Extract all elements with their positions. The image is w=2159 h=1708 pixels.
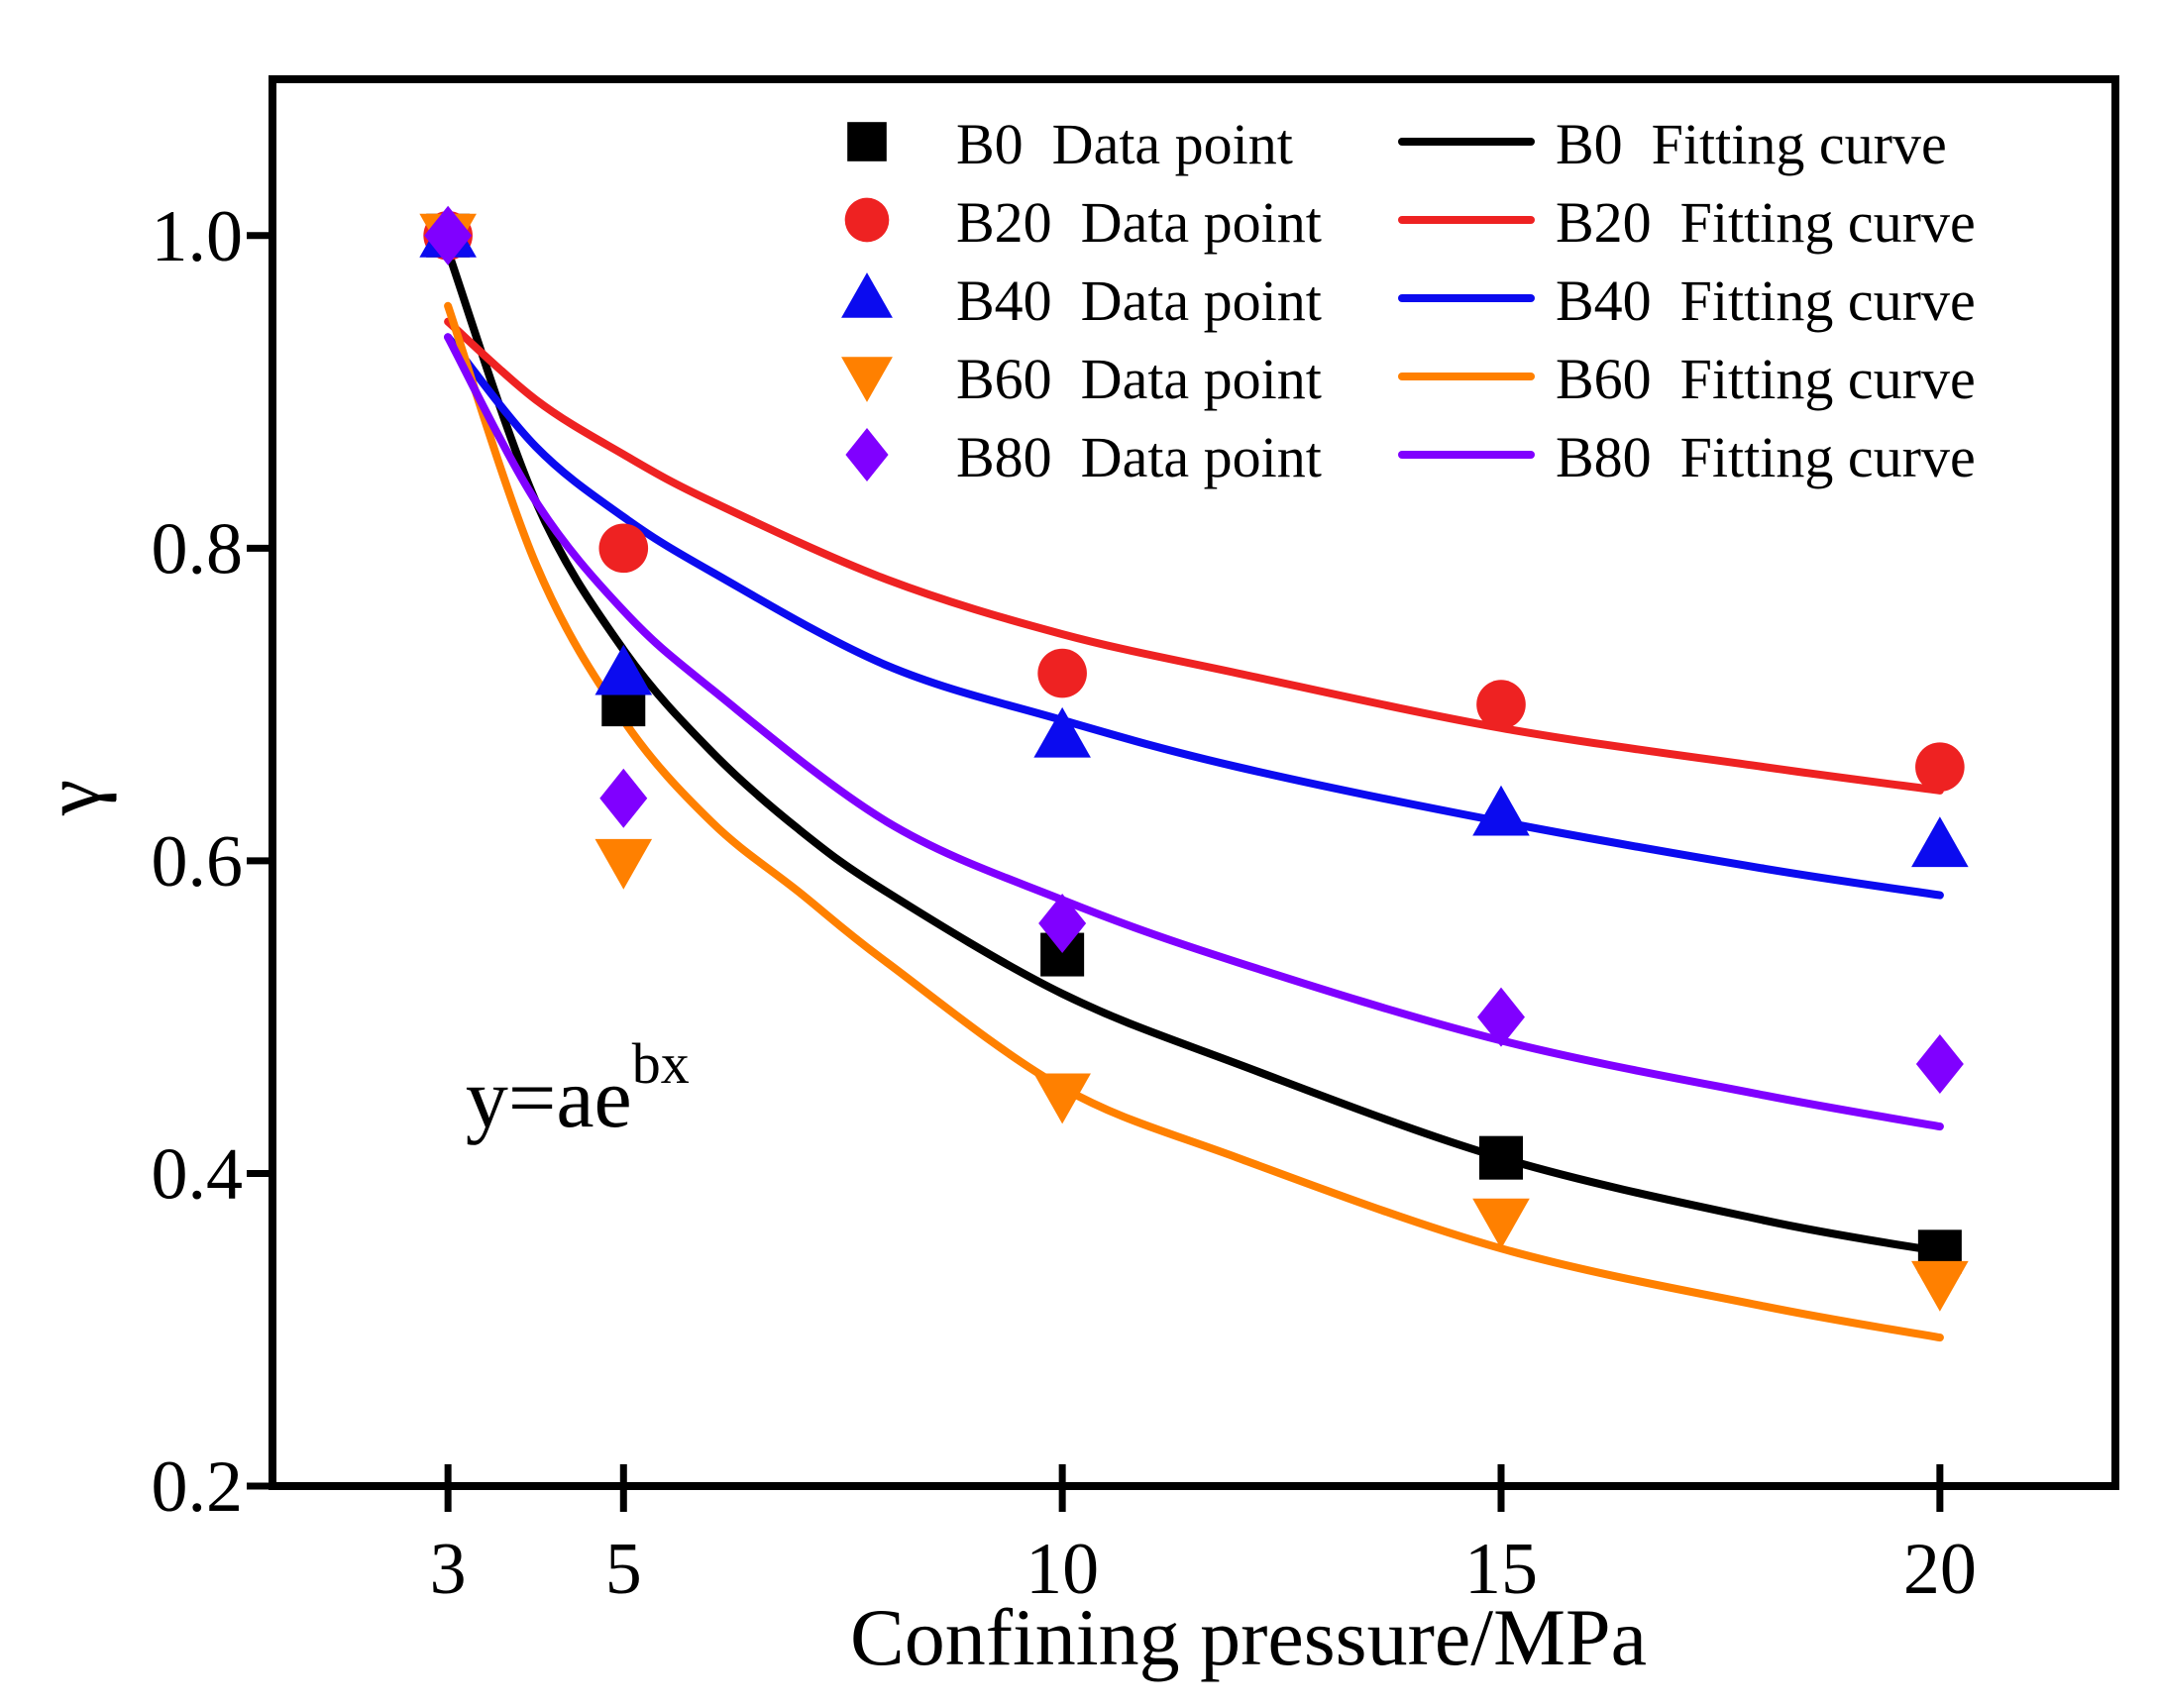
b40-data-point [1911,816,1969,868]
fitting-curves [444,247,1944,1342]
b20-legend-marker [844,197,890,243]
y-tick-label: 0.2 [152,1446,244,1528]
x-tick-label: 5 [605,1529,642,1610]
b20-fitting-curve [444,317,1944,795]
b60-data-point [1033,1073,1091,1124]
y-tick-label: 1.0 [152,196,244,277]
b20-data-point [598,523,649,574]
b0-legend-marker [847,122,887,161]
x-axis-ticks: 3 5 10 15 20 [430,1464,1977,1610]
b60-legend-marker [841,357,893,402]
y-axis-label: γ [27,780,117,816]
y-tick-label: 0.8 [152,508,244,589]
b60-data-point [1911,1260,1969,1312]
b80-data-point [1477,987,1525,1047]
b40-data-point [1472,785,1530,836]
x-axis-label: Confining pressure/MPa [850,1592,1647,1682]
b80-legend-marker [845,428,889,481]
b40-legend-curve-label: B40 Fitting curve [1556,268,1976,333]
b20-data-point [1037,648,1087,698]
y-axis-ticks: 0.2 0.4 0.6 0.8 1.0 [152,196,272,1528]
b80-data-point [1038,894,1087,953]
equation-annotation: y=aebx [466,1031,690,1145]
plot-frame [269,75,2119,1490]
b20-legend-point-label: B20 Data point [956,190,1322,255]
b80-data-point [424,205,473,266]
b20-data-point [1915,742,1965,793]
x-tick-label: 10 [1026,1529,1099,1610]
data-points [419,205,1969,1312]
b80-data-point [1915,1034,1964,1094]
b80-legend-curve-label: B80 Fitting curve [1556,425,1976,489]
b20-data-point [1476,680,1526,729]
y-tick-label: 0.4 [152,1133,244,1215]
b40-legend-marker [841,272,893,318]
x-tick-label: 20 [1903,1529,1977,1610]
x-tick-label: 3 [430,1529,467,1610]
b20-legend-curve-label: B20 Fitting curve [1556,190,1976,255]
b60-legend-point-label: B60 Data point [956,347,1322,411]
b40-data-point [594,644,653,695]
b80-fitting-curve [444,333,1944,1131]
x-tick-label: 15 [1464,1529,1538,1610]
b60-fitting-curve [444,301,1944,1342]
b0-data-point [1479,1135,1523,1180]
b0-fitting-curve [444,247,1944,1256]
b0-legend-curve-label: B0 Fitting curve [1556,112,1947,176]
b40-legend-point-label: B40 Data point [956,268,1322,333]
b60-data-point [594,838,653,890]
b60-legend-curve-label: B60 Fitting curve [1556,347,1976,411]
y-tick-label: 0.6 [152,821,244,903]
b80-legend-point-label: B80 Data point [956,425,1322,489]
equation-base: y=ae [466,1050,632,1145]
b40-data-point [1033,706,1091,758]
legend: B0 Data point B0 Fitting curve B20 Data po… [841,112,1976,489]
b40-fitting-curve [444,333,1944,900]
b60-data-point [1472,1198,1530,1249]
b0-legend-point-label: B0 Data point [956,112,1293,176]
b80-data-point [599,768,648,828]
equation-exponent: bx [632,1031,690,1096]
